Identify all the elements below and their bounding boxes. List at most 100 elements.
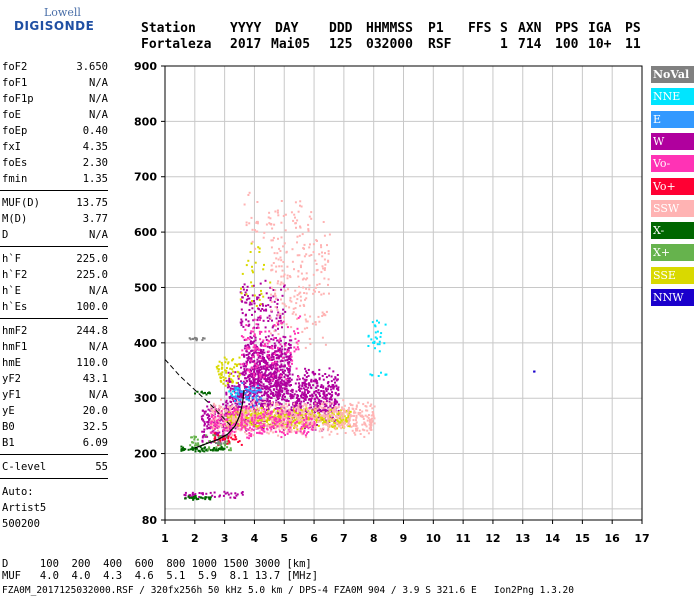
echo-point	[222, 382, 225, 385]
param-name: MUF(D)	[2, 197, 40, 209]
echo-point	[276, 363, 279, 366]
echo-point	[281, 312, 284, 315]
echo-point	[209, 431, 212, 434]
echo-point	[249, 382, 252, 384]
echo-point	[299, 430, 302, 433]
echo-point	[252, 406, 255, 409]
echo-point	[284, 344, 287, 347]
echo-point	[293, 346, 296, 349]
echo-point	[312, 417, 315, 420]
echo-point	[293, 350, 296, 353]
echo-point	[212, 441, 215, 443]
echo-point	[299, 390, 301, 393]
echo-point	[223, 421, 226, 424]
echo-point	[250, 423, 253, 426]
echo-point	[263, 367, 265, 370]
echo-point	[289, 365, 292, 368]
echo-point	[250, 412, 253, 415]
echo-point	[242, 407, 245, 410]
echo-point	[278, 349, 281, 352]
echo-point	[262, 268, 265, 271]
echo-point	[214, 415, 217, 418]
header-label: S	[500, 21, 508, 36]
echo-point	[280, 265, 283, 268]
echo-point	[271, 379, 274, 382]
echo-point	[299, 291, 302, 294]
echo-point	[282, 398, 285, 401]
echo-point	[235, 396, 238, 399]
echo-point	[244, 410, 247, 413]
echo-point	[236, 403, 239, 406]
echo-point	[219, 435, 222, 437]
echo-point	[274, 390, 277, 393]
echo-point	[297, 404, 300, 407]
echo-point	[283, 393, 286, 396]
echo-point	[220, 367, 223, 370]
echo-point	[245, 350, 248, 353]
echo-point	[227, 412, 230, 415]
echo-point	[261, 427, 264, 429]
echo-point	[220, 380, 223, 383]
echo-point	[256, 421, 259, 424]
echo-point	[315, 390, 318, 392]
header-value: Fortaleza	[141, 37, 212, 52]
echo-point	[359, 414, 362, 417]
echo-point	[284, 395, 286, 398]
echo-point	[331, 413, 334, 416]
echo-point	[233, 438, 236, 441]
echo-point	[327, 381, 330, 383]
echo-point	[256, 220, 259, 223]
echo-point	[243, 385, 246, 388]
echo-point	[275, 420, 278, 423]
echo-point	[278, 411, 281, 414]
echo-point	[250, 336, 253, 339]
echo-point	[246, 388, 249, 391]
echo-point	[221, 436, 224, 439]
echo-point	[291, 395, 294, 397]
echo-point	[269, 430, 272, 433]
echo-point	[268, 419, 271, 422]
echo-point	[273, 252, 276, 255]
echo-point	[275, 353, 278, 356]
echo-point	[324, 408, 327, 411]
echo-point	[229, 380, 232, 383]
echo-point	[347, 410, 350, 413]
echo-point	[217, 364, 220, 367]
echo-point	[230, 378, 233, 381]
echo-point	[259, 412, 261, 415]
echo-point	[256, 386, 258, 389]
param-separator	[0, 318, 108, 319]
param-name: foF2	[2, 61, 28, 73]
echo-point	[298, 389, 301, 391]
echo-point	[246, 410, 249, 413]
echo-point	[315, 380, 318, 383]
echo-point	[214, 410, 217, 413]
echo-point	[260, 292, 263, 295]
echo-point	[184, 497, 187, 500]
echo-point	[280, 436, 283, 439]
echo-point	[242, 413, 245, 415]
echo-point	[206, 413, 209, 416]
echo-point	[234, 402, 237, 405]
echo-point	[307, 431, 310, 433]
y-tick-label: 80	[142, 514, 158, 527]
echo-point	[243, 355, 246, 358]
echo-point	[370, 338, 373, 341]
echo-point	[288, 410, 291, 412]
echo-point	[253, 334, 256, 337]
echo-point	[257, 326, 260, 329]
echo-point	[331, 391, 333, 394]
echo-point	[211, 420, 214, 423]
echo-point	[370, 421, 373, 424]
header-value: 10+	[588, 37, 612, 52]
echo-point	[244, 365, 247, 367]
echo-point	[275, 374, 278, 377]
echo-point	[249, 400, 252, 403]
echo-point	[228, 441, 231, 444]
echo-point	[303, 419, 306, 421]
echo-point	[244, 414, 247, 417]
echo-point	[189, 448, 192, 451]
echo-point	[257, 412, 260, 415]
echo-point	[260, 404, 262, 407]
